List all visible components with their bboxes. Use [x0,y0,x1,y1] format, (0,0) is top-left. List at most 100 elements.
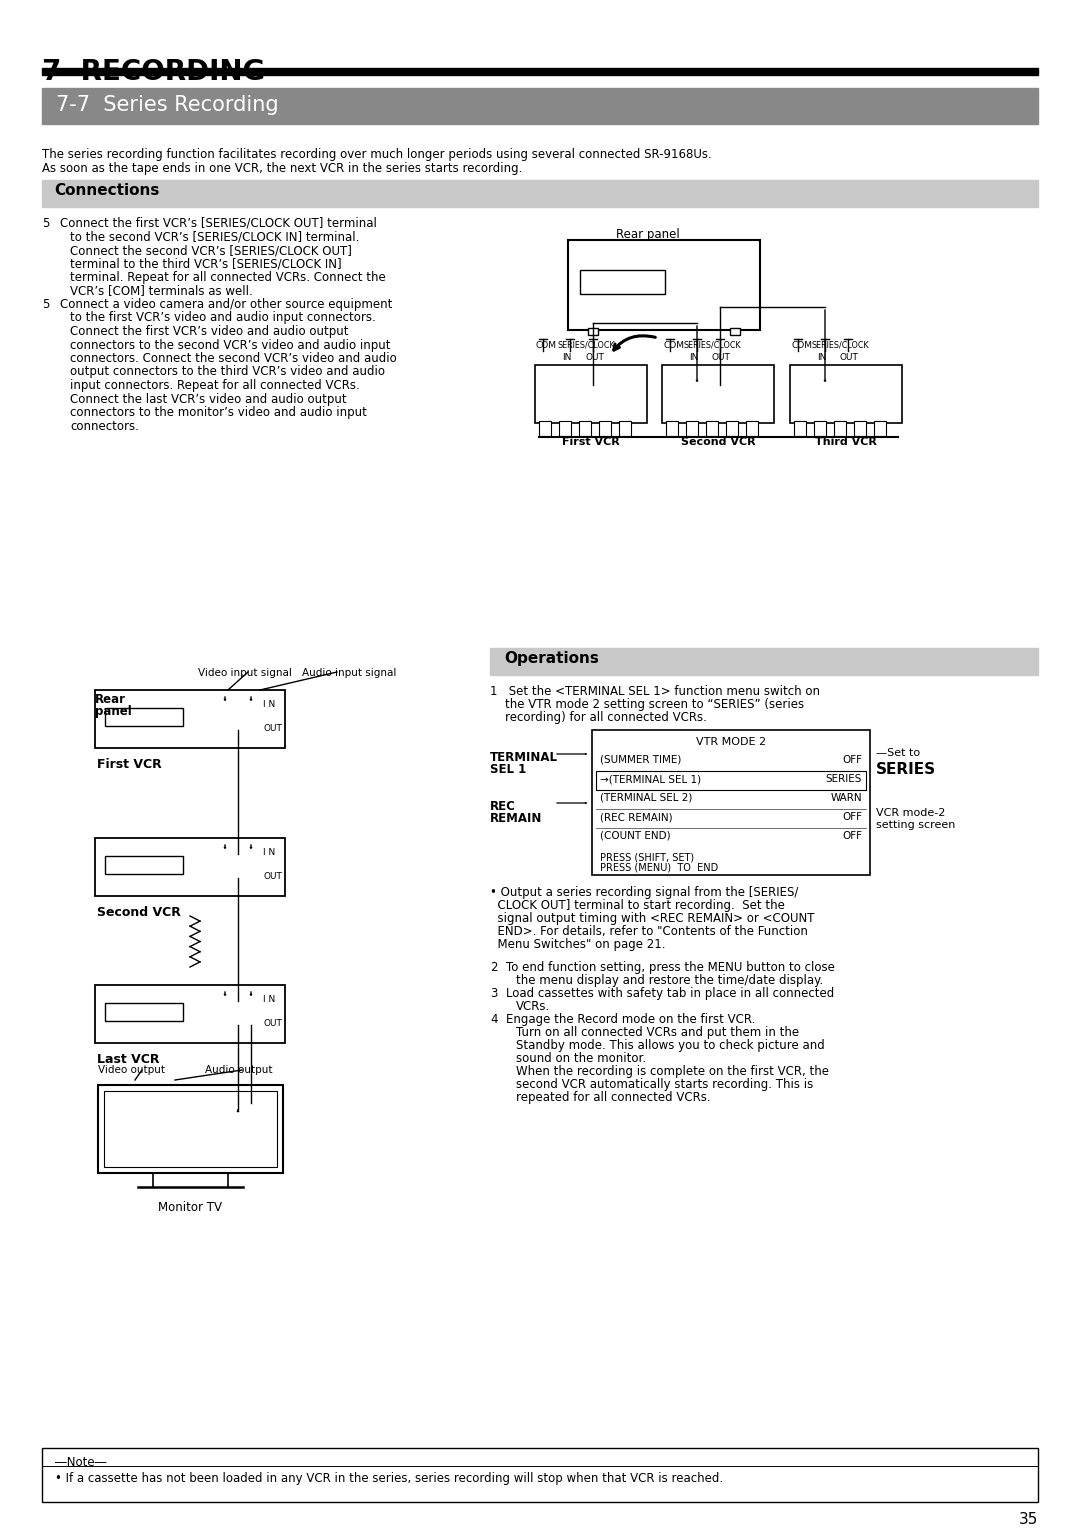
Text: Audio output: Audio output [205,1065,272,1076]
Bar [706,422,718,435]
Bar [104,1091,276,1167]
Circle shape [241,868,261,888]
Text: 7  RECORDING: 7 RECORDING [42,58,266,86]
Circle shape [215,720,235,740]
Circle shape [215,695,235,717]
Bar [588,329,598,335]
Bar [42,1449,1038,1502]
Text: • Output a series recording signal from the [SERIES/: • Output a series recording signal from … [490,886,798,898]
Text: REC: REC [490,801,516,813]
Text: the menu display and restore the time/date display.: the menu display and restore the time/da… [516,973,823,987]
Text: SERIES/CLOCK: SERIES/CLOCK [557,341,615,350]
Text: OUT: OUT [264,1019,282,1028]
Bar [98,1085,283,1174]
Bar [95,691,285,749]
Text: 1   Set the <TERMINAL SEL 1> function menu switch on: 1 Set the <TERMINAL SEL 1> function menu… [490,685,820,698]
Text: →(TERMINAL SEL 1): →(TERMINAL SEL 1) [600,775,701,784]
Text: Standby mode. This allows you to check picture and: Standby mode. This allows you to check p… [516,1039,825,1051]
Text: to the second VCR’s [SERIES/CLOCK IN] terminal.: to the second VCR’s [SERIES/CLOCK IN] te… [70,231,360,243]
Text: input connectors. Repeat for all connected VCRs.: input connectors. Repeat for all connect… [70,379,360,393]
Text: Monitor TV: Monitor TV [158,1201,222,1215]
Text: • If a cassette has not been loaded in any VCR in the series, series recording w: • If a cassette has not been loaded in a… [55,1471,724,1485]
Text: To end function setting, press the MENU button to close: To end function setting, press the MENU … [507,961,835,973]
Circle shape [241,992,261,1012]
Text: 5: 5 [42,217,50,231]
Text: connectors to the second VCR’s video and audio input: connectors to the second VCR’s video and… [70,339,391,351]
Bar [95,837,285,895]
Bar [599,422,611,435]
Text: SEL 1: SEL 1 [490,762,526,776]
Text: to the first VCR’s video and audio input connectors.: to the first VCR’s video and audio input… [70,312,376,324]
Bar [592,730,870,876]
Circle shape [241,1015,261,1034]
Text: OFF: OFF [842,755,862,766]
Text: 5: 5 [42,298,50,312]
Text: setting screen: setting screen [876,821,956,830]
Text: PRESS (MENU)  TO  END: PRESS (MENU) TO END [600,863,718,872]
Bar [746,422,758,435]
Text: OUT: OUT [264,724,282,733]
Bar [834,422,846,435]
Circle shape [715,281,737,303]
Text: Load cassettes with safety tab in place in all connected: Load cassettes with safety tab in place … [507,987,834,999]
Text: 35: 35 [1018,1513,1038,1526]
Bar [105,707,183,726]
Bar [874,422,886,435]
Circle shape [215,843,235,863]
Bar [490,648,1038,675]
Circle shape [687,251,708,274]
Bar [794,422,806,435]
Text: I N: I N [264,848,275,857]
Text: VCRs.: VCRs. [516,999,550,1013]
Text: sound on the monitor.: sound on the monitor. [516,1051,646,1065]
Bar [730,329,740,335]
Text: TERMINAL: TERMINAL [490,750,558,764]
Text: Operations: Operations [504,651,599,666]
Bar [42,89,1038,124]
Bar [662,365,774,423]
Text: VTR MODE 2: VTR MODE 2 [696,736,766,747]
Text: Connect the last VCR’s video and audio output: Connect the last VCR’s video and audio o… [70,393,347,405]
Text: First VCR: First VCR [97,758,162,772]
Text: CLOCK OUT] terminal to start recording.  Set the: CLOCK OUT] terminal to start recording. … [490,898,785,912]
Text: OUT: OUT [264,872,282,882]
Text: signal output timing with <REC REMAIN> or <COUNT: signal output timing with <REC REMAIN> o… [490,912,814,924]
Bar [789,365,902,423]
Bar [686,422,698,435]
Text: Engage the Record mode on the first VCR.: Engage the Record mode on the first VCR. [507,1013,755,1025]
Circle shape [215,868,235,888]
Text: ―Note―: ―Note― [55,1456,106,1468]
Text: the VTR mode 2 setting screen to “SERIES” (series: the VTR mode 2 setting screen to “SERIES… [490,698,805,711]
Text: I N: I N [264,995,275,1004]
Bar [568,240,760,330]
Text: Rear: Rear [95,694,126,706]
Text: First VCR: First VCR [562,437,620,448]
Text: connectors.: connectors. [70,420,139,432]
Text: Connect the first VCR’s [SERIES/CLOCK OUT] terminal: Connect the first VCR’s [SERIES/CLOCK OU… [60,217,377,231]
Bar [105,1002,183,1021]
Text: terminal. Repeat for all connected VCRs. Connect the: terminal. Repeat for all connected VCRs.… [70,270,386,284]
Text: Audio input signal: Audio input signal [302,668,396,678]
Circle shape [687,281,708,303]
Text: Last VCR: Last VCR [97,1053,160,1067]
Bar [559,422,571,435]
Text: 3: 3 [490,987,498,999]
Text: Video output: Video output [98,1065,165,1076]
Text: Second VCR: Second VCR [97,906,180,918]
Circle shape [241,720,261,740]
Text: PRESS (SHIFT, SET): PRESS (SHIFT, SET) [600,853,694,862]
Text: Connect a video camera and/or other source equipment: Connect a video camera and/or other sour… [60,298,392,312]
Text: Connect the second VCR’s [SERIES/CLOCK OUT]: Connect the second VCR’s [SERIES/CLOCK O… [70,244,352,257]
Text: —Set to: —Set to [876,749,920,758]
Text: IN: IN [562,353,571,362]
Circle shape [241,695,261,717]
Text: COM: COM [536,341,557,350]
Text: I N: I N [264,700,275,709]
Bar [42,69,1038,75]
Text: Second VCR: Second VCR [680,437,755,448]
Bar [580,270,665,293]
Text: As soon as the tape ends in one VCR, the next VCR in the series starts recording: As soon as the tape ends in one VCR, the… [42,162,523,176]
Text: COM: COM [663,341,684,350]
Text: Menu Switches" on page 21.: Menu Switches" on page 21. [490,938,665,950]
Bar [539,422,551,435]
